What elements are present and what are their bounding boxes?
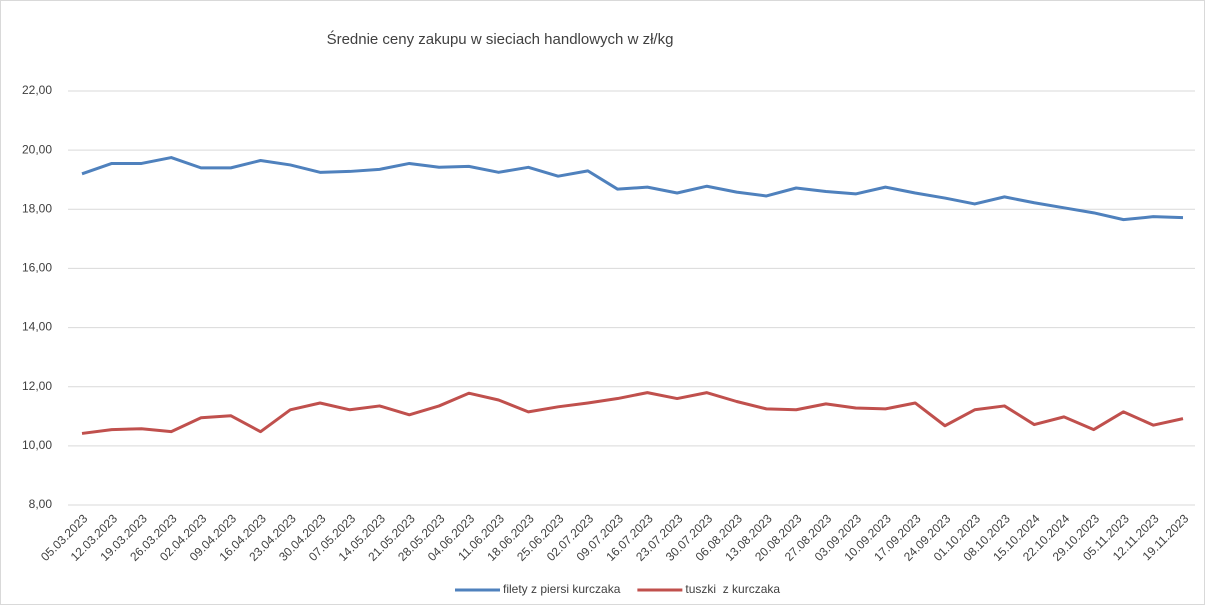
legend-label: filety z piersi kurczaka [503,582,621,596]
y-tick-label: 18,00 [22,201,52,215]
data-line [81,156,1184,222]
y-tick-label: 22,00 [22,83,52,97]
chart-title: Średnie ceny zakupu w sieciach handlowyc… [327,30,674,48]
data-line [81,391,1184,435]
y-tick-label: 8,00 [29,497,53,511]
y-tick-label: 16,00 [22,261,52,275]
y-tick-label: 12,00 [22,379,52,393]
y-tick-label: 20,00 [22,142,52,156]
y-tick-label: 10,00 [22,438,52,452]
y-tick-label: 14,00 [22,320,52,334]
legend-label: tuszki z kurczaka [685,582,780,596]
